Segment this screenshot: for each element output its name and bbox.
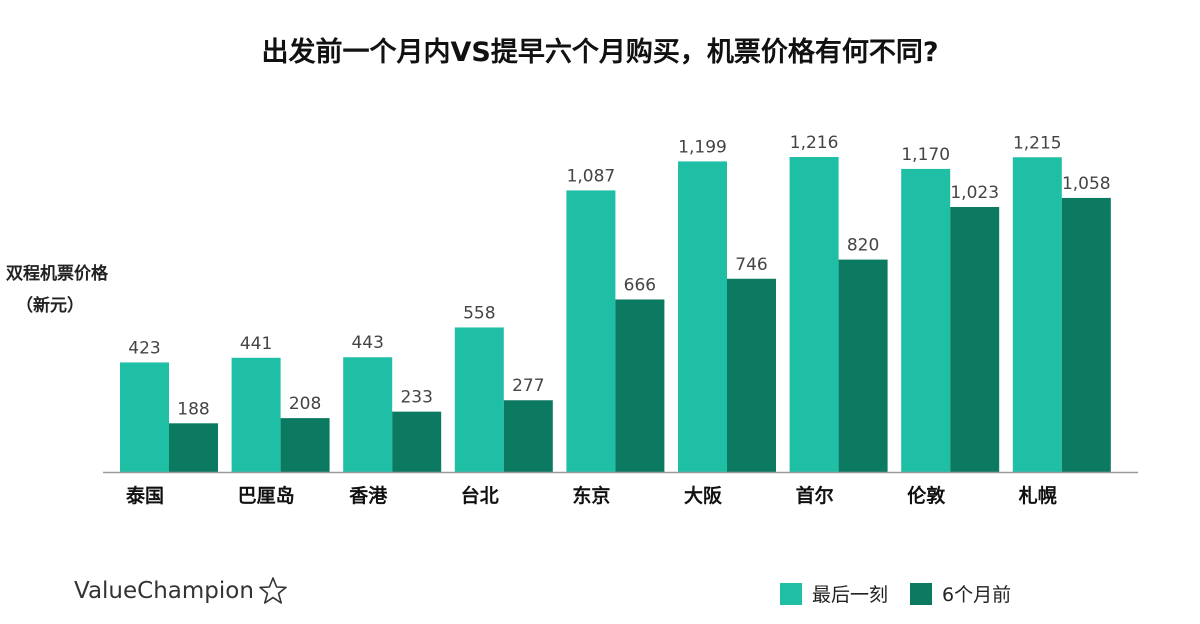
category-label-3: 台北	[461, 484, 499, 507]
data-label-last-minute-1: 441	[240, 334, 272, 354]
bar-last-minute-6	[789, 157, 839, 472]
data-label-six-months-5: 746	[735, 255, 767, 275]
legend-swatch-last-minute	[780, 582, 802, 605]
bar-last-minute-5	[678, 161, 727, 472]
y-axis-label: 双程机票价格 （新元）	[6, 258, 108, 323]
bar-six-months-0	[169, 423, 218, 472]
chart-legend: 最后一刻 6个月前	[780, 580, 1011, 607]
data-label-last-minute-3: 558	[463, 303, 495, 323]
category-label-4: 东京	[572, 484, 610, 507]
legend-label-last-minute: 最后一刻	[812, 584, 889, 606]
category-label-8: 札幌	[1018, 484, 1057, 507]
bar-last-minute-4	[566, 190, 616, 473]
star-outline-icon	[259, 577, 287, 604]
y-axis-label-line1: 双程机票价格	[6, 264, 108, 284]
bar-six-months-6	[838, 259, 888, 472]
category-label-2: 香港	[348, 485, 388, 507]
category-label-1: 巴厘岛	[238, 484, 295, 507]
category-label-0: 泰国	[125, 484, 164, 507]
bar-six-months-2	[392, 411, 442, 472]
data-label-six-months-7: 1,023	[950, 183, 999, 203]
legend-label-six-months: 6个月前	[942, 584, 1012, 606]
bar-last-minute-7	[901, 168, 951, 472]
data-label-six-months-1: 208	[289, 394, 321, 414]
y-axis-label-line2: （新元）	[16, 296, 84, 317]
bar-six-months-1	[280, 418, 330, 472]
data-label-last-minute-2: 443	[351, 333, 383, 353]
data-label-last-minute-7: 1,170	[901, 145, 950, 165]
data-label-six-months-6: 820	[847, 236, 879, 256]
legend-swatch-six-months	[910, 582, 933, 605]
data-label-last-minute-8: 1,215	[1013, 133, 1062, 153]
bar-last-minute-0	[120, 362, 169, 472]
bar-six-months-8	[1061, 197, 1111, 473]
bar-six-months-7	[950, 206, 1000, 472]
bar-last-minute-1	[231, 357, 281, 472]
category-label-6: 首尔	[796, 484, 834, 507]
data-label-six-months-2: 233	[400, 388, 432, 408]
data-label-six-months-0: 188	[177, 399, 209, 419]
chart-title: 出发前一个月内VS提早六个月购买，机票价格有何不同?	[261, 37, 939, 68]
data-label-six-months-8: 1,058	[1062, 174, 1111, 194]
brand-logo: ValueChampion	[74, 576, 288, 606]
data-label-six-months-3: 277	[512, 376, 544, 396]
category-label-7: 伦敦	[907, 484, 946, 507]
bar-last-minute-3	[454, 327, 504, 472]
bar-last-minute-8	[1012, 157, 1062, 473]
bar-six-months-4	[615, 299, 665, 472]
data-label-last-minute-5: 1,199	[678, 137, 727, 157]
brand-name: ValueChampion	[74, 578, 254, 604]
data-label-last-minute-4: 1,087	[567, 166, 616, 186]
data-label-last-minute-0: 423	[128, 338, 160, 358]
category-label-5: 大阪	[684, 484, 723, 507]
bar-six-months-5	[727, 278, 776, 472]
data-label-six-months-4: 666	[624, 275, 656, 295]
data-label-last-minute-6: 1,216	[790, 133, 839, 153]
legend-item-last-minute: 最后一刻	[780, 580, 888, 607]
legend-item-six-months: 6个月前	[910, 580, 1011, 607]
bar-last-minute-2	[343, 357, 393, 472]
bar-six-months-3	[503, 400, 553, 472]
